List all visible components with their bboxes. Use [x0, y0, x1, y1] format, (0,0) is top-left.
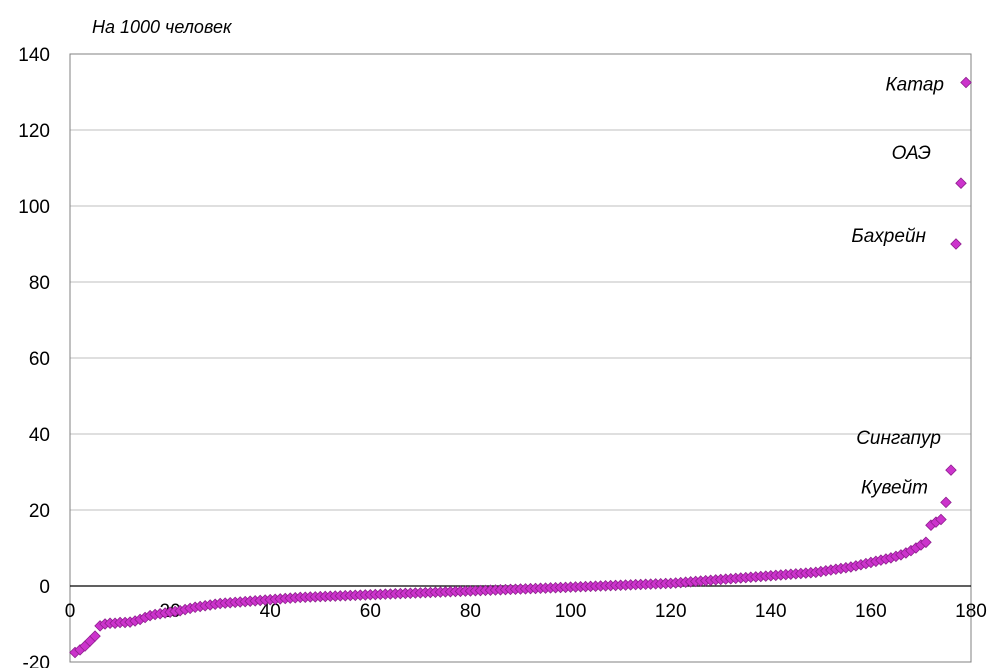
y-tick-label-1: 0: [39, 577, 50, 598]
annotation-label-4: Кувейт: [861, 477, 928, 498]
y-tick-label-0: -20: [23, 653, 50, 668]
x-tick-label-7: 140: [755, 601, 787, 622]
annotations: Катар ОАЭ Бахрейн Сингапур Кувейт: [851, 75, 944, 499]
x-tick-label-4: 80: [460, 601, 481, 622]
y-tick-label-4: 60: [29, 349, 50, 370]
annotation-label-3: Сингапур: [856, 428, 941, 449]
x-tick-label-3: 60: [360, 601, 381, 622]
y-tick-label-3: 40: [29, 425, 50, 446]
y-tick-label-7: 120: [18, 121, 50, 142]
y-axis-tick-labels: -20 0 20 40 60 80 100 120 140: [18, 45, 50, 668]
x-tick-label-8: 160: [855, 601, 887, 622]
data-point-176: [950, 238, 962, 250]
annotation-label-2: Бахрейн: [851, 226, 926, 247]
data-point-178: [960, 76, 972, 89]
plot-area-frame: [69, 53, 972, 663]
y-tick-label-6: 100: [18, 197, 50, 218]
data-point-4: [89, 630, 101, 642]
x-tick-label-6: 120: [655, 601, 687, 622]
annotation-label-0: Катар: [885, 75, 944, 96]
annotation-label-1: ОАЭ: [892, 143, 931, 164]
data-point-174: [940, 496, 952, 509]
y-tick-label-8: 140: [18, 45, 50, 66]
data-point-173: [935, 513, 947, 526]
data-point-175: [945, 464, 957, 476]
y-axis-unit-label: На 1000 человек: [92, 17, 233, 37]
x-tick-label-2: 40: [260, 601, 281, 622]
data-point-177: [955, 177, 967, 189]
x-tick-label-9: 180: [955, 601, 987, 622]
y-tick-label-2: 20: [29, 501, 50, 522]
x-tick-label-0: 0: [65, 601, 76, 622]
gridlines: [70, 129, 971, 511]
x-tick-label-5: 100: [555, 601, 587, 622]
data-point-170: [920, 536, 932, 549]
y-tick-label-5: 80: [29, 273, 50, 294]
data-points: [69, 76, 972, 659]
